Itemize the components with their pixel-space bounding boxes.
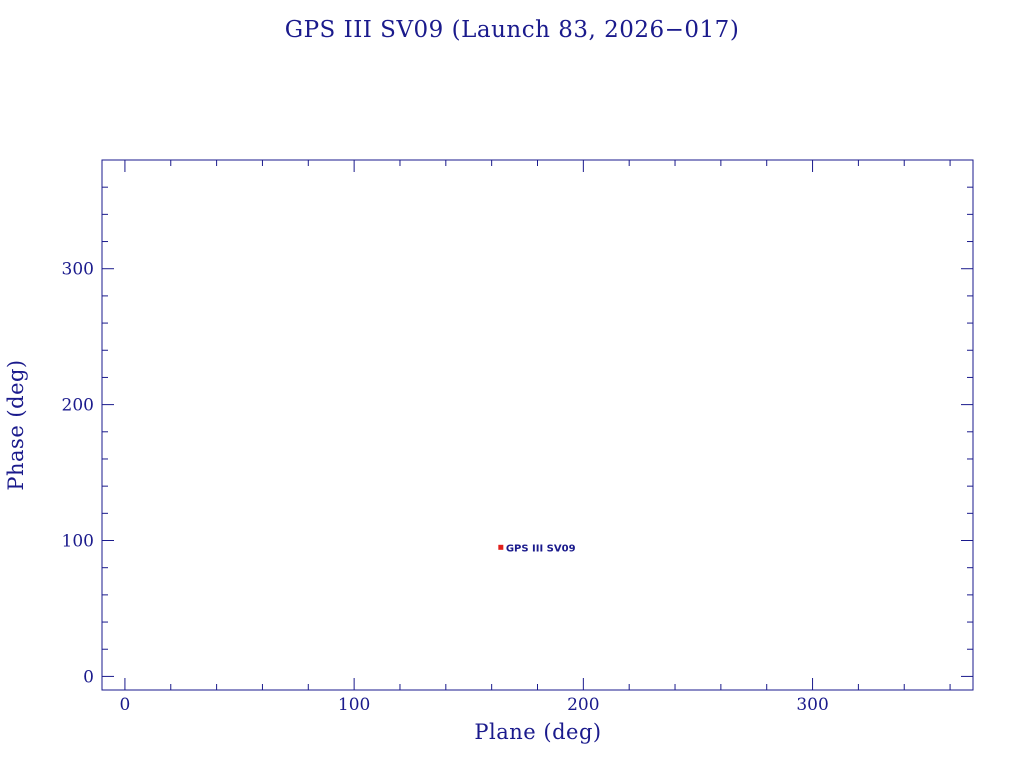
x-axis-tick-labels: 0 100 200 300 [120,695,829,715]
y-tick-label: 200 [62,396,94,416]
x-tick-label: 300 [796,695,828,715]
y-axis-label: Phase (deg) [4,359,28,490]
x-axis-ticks [124,160,951,690]
data-points: GPS III SV09 [498,543,576,554]
y-tick-label: 100 [62,532,94,552]
x-tick-label: 200 [567,695,599,715]
y-axis-ticks [102,159,973,677]
plot-frame [101,159,974,691]
x-axis-label: Plane (deg) [474,720,601,744]
data-point-label: GPS III SV09 [506,543,576,554]
x-tick-label: 100 [338,695,370,715]
y-axis-tick-labels: 0 100 200 300 [62,260,94,688]
y-tick-label: 300 [62,260,94,280]
y-tick-label: 0 [83,667,94,687]
x-tick-label: 0 [120,695,131,715]
chart-title: GPS III SV09 (Launch 83, 2026−017) [285,17,740,43]
data-point [498,544,504,550]
